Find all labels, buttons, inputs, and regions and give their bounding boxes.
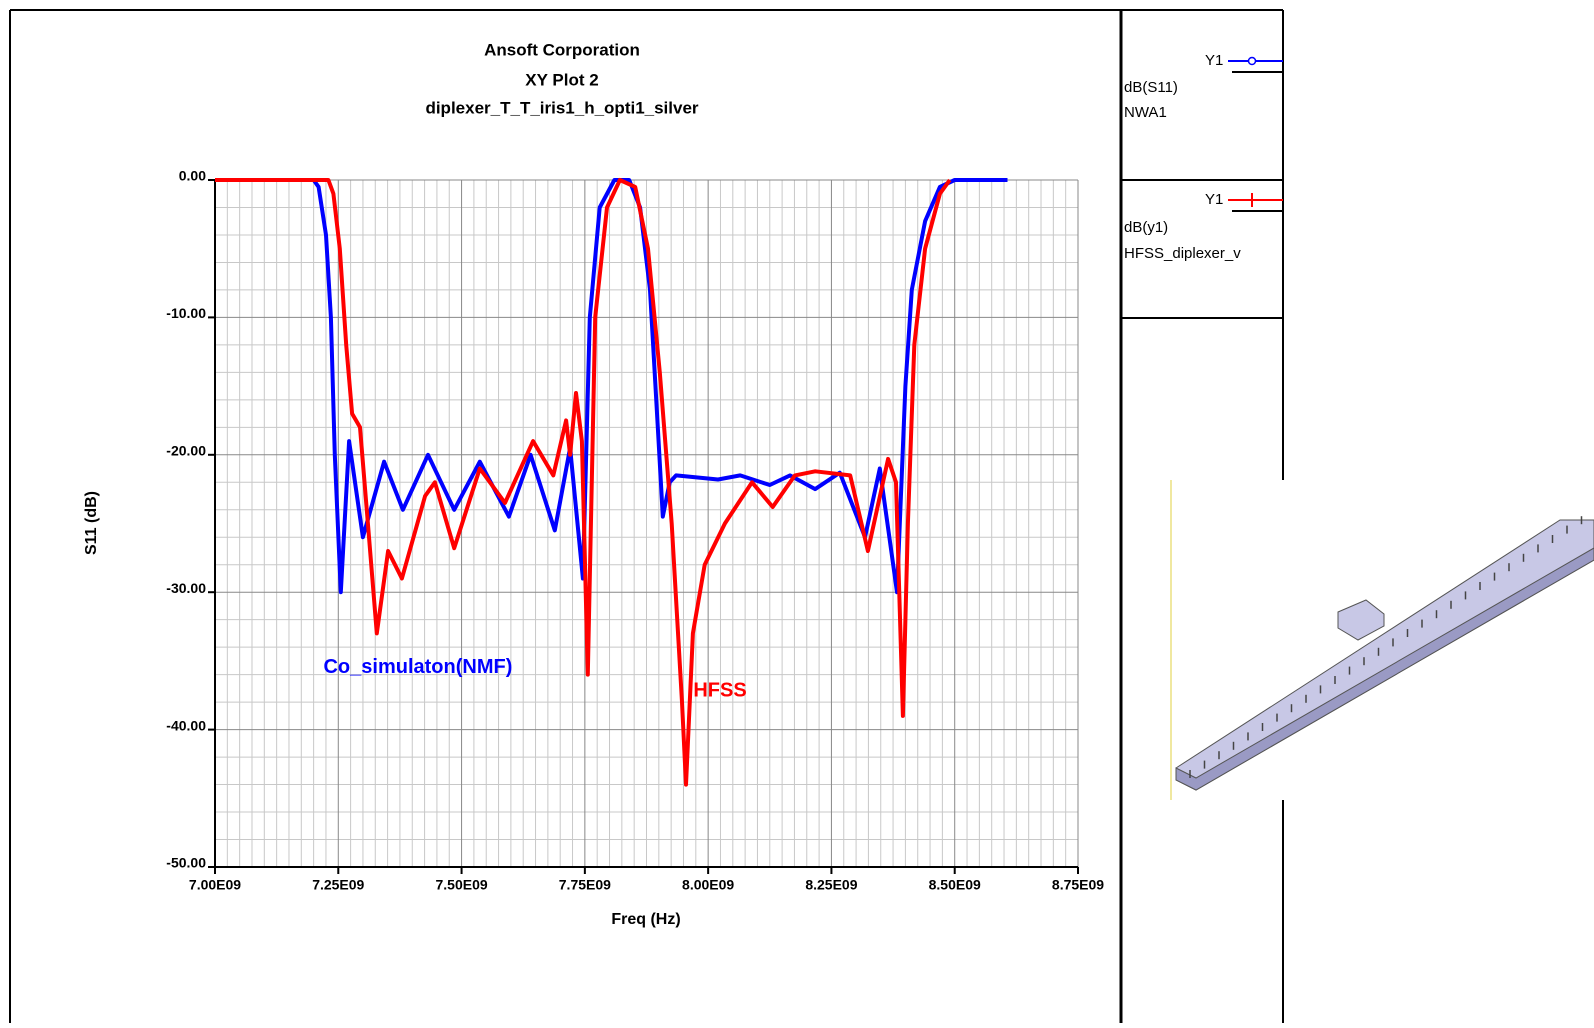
x-axis-label: Freq (Hz) bbox=[611, 911, 680, 928]
x-tick-label: 8.75E09 bbox=[1052, 877, 1104, 893]
legend-axis: Y1 bbox=[1205, 52, 1223, 69]
annotation: Co_simulaton(NMF) bbox=[323, 656, 512, 678]
y-tick-label: -30.00 bbox=[166, 580, 206, 596]
y-tick-label: -40.00 bbox=[166, 717, 206, 733]
legend-name: dB(y1) bbox=[1124, 219, 1168, 236]
y-axis-label: S11 (dB) bbox=[83, 491, 100, 555]
legend-marker bbox=[1249, 58, 1256, 65]
x-tick-label: 8.50E09 bbox=[929, 877, 981, 893]
x-tick-label: 8.00E09 bbox=[682, 877, 734, 893]
y-tick-label: -20.00 bbox=[166, 443, 206, 459]
y-tick-label: -10.00 bbox=[166, 305, 206, 321]
chart-title: Ansoft Corporation bbox=[484, 40, 640, 59]
x-tick-label: 7.75E09 bbox=[559, 877, 611, 893]
chart: Ansoft Corporation XY Plot 2 diplexer_T_… bbox=[0, 0, 1594, 1023]
x-tick-label: 7.00E09 bbox=[189, 877, 241, 893]
x-tick-label: 7.50E09 bbox=[435, 877, 487, 893]
x-tick-label: 7.25E09 bbox=[312, 877, 364, 893]
legend-source: NWA1 bbox=[1124, 104, 1167, 121]
y-tick-label: 0.00 bbox=[179, 168, 206, 184]
annotation: HFSS bbox=[693, 679, 746, 701]
chart-subtitle: XY Plot 2 bbox=[525, 70, 598, 89]
legend-clip bbox=[1284, 240, 1594, 270]
plot-area: 7.00E09 7.25E09 7.50E09 7.75E09 8.00E09 8.25E… bbox=[166, 168, 1104, 893]
legend-axis: Y1 bbox=[1205, 191, 1223, 208]
diplexer-image bbox=[1170, 480, 1594, 800]
legend-source: HFSS_diplexer_v bbox=[1124, 245, 1241, 262]
x-tick-label: 8.25E09 bbox=[805, 877, 857, 893]
design-name: diplexer_T_T_iris1_h_opti1_silver bbox=[425, 98, 698, 117]
y-tick-label: -50.00 bbox=[166, 855, 206, 871]
legend-name: dB(S11) bbox=[1124, 79, 1178, 96]
